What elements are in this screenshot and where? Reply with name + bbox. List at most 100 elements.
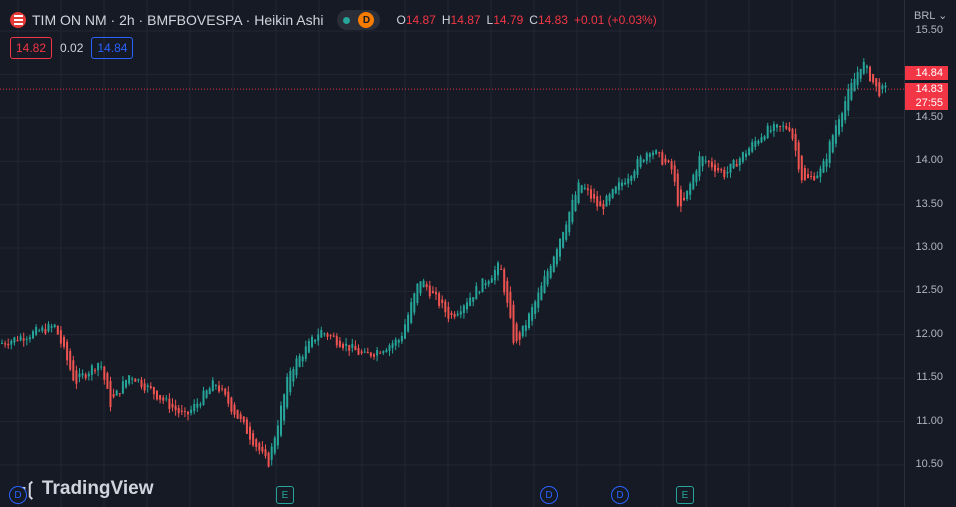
candle-body xyxy=(459,311,462,315)
candle-body xyxy=(856,72,859,86)
ohlc-value: 14.83 xyxy=(537,13,568,27)
candle-body xyxy=(326,333,329,337)
candle-body xyxy=(521,325,524,337)
candle-body xyxy=(816,175,819,179)
candle-body xyxy=(168,398,171,409)
candle-body xyxy=(292,369,295,382)
candle-body xyxy=(828,141,831,163)
earnings-event-marker[interactable]: E xyxy=(276,486,294,504)
candle-body xyxy=(633,171,636,179)
candle-body xyxy=(462,305,465,313)
candle-body xyxy=(187,411,189,415)
candle-body xyxy=(825,159,828,167)
ohlc-key: L xyxy=(486,13,494,27)
price-axis[interactable]: BRL ⌄ 10.50 11.00 11.50 12.00 12.50 13.00 13.5… xyxy=(904,0,956,507)
candle-body xyxy=(853,78,856,92)
candle-body xyxy=(872,73,875,83)
candle-body xyxy=(444,301,447,313)
candle-body xyxy=(630,176,633,181)
ohlc-values: O14.87 H14.87 L14.79 C14.83 xyxy=(396,13,568,27)
chart-area[interactable] xyxy=(0,0,904,507)
dividend-event-marker[interactable]: D xyxy=(540,486,558,504)
candle-body xyxy=(280,405,282,436)
candle-body xyxy=(438,293,441,307)
candle-body xyxy=(63,336,65,347)
candle-body xyxy=(338,340,341,348)
candle-body xyxy=(221,388,224,390)
last-price-tag: 14.83 xyxy=(905,83,948,96)
candle-body xyxy=(25,338,28,340)
currency-selector[interactable]: BRL ⌄ xyxy=(914,9,947,22)
candle-body xyxy=(586,188,589,191)
price-tick-label: 13.50 xyxy=(915,197,943,210)
candle-body xyxy=(100,366,103,368)
candle-body xyxy=(642,159,645,162)
candle-body xyxy=(667,160,670,163)
candle-body xyxy=(332,335,335,337)
candle-body xyxy=(766,125,769,138)
session-badge: D xyxy=(358,12,375,28)
price-tick-label: 11.50 xyxy=(916,371,943,384)
candle-body xyxy=(258,443,261,451)
candle-body xyxy=(4,343,7,345)
candle-body xyxy=(512,304,515,343)
candle-body xyxy=(382,351,385,354)
candle-body xyxy=(683,197,685,201)
earnings-event-marker[interactable]: E xyxy=(676,486,694,504)
candle-body xyxy=(416,283,419,303)
candle-body xyxy=(453,313,456,317)
candle-body xyxy=(686,190,689,200)
bid-price-button[interactable]: 14.82 xyxy=(10,37,53,59)
dividend-event-marker[interactable]: D xyxy=(611,486,629,504)
price-tick-label: 12.50 xyxy=(915,284,943,297)
ohlc-value: 14.87 xyxy=(450,13,481,27)
candle-body xyxy=(218,385,220,392)
candle-body xyxy=(695,170,698,183)
candle-body xyxy=(676,173,679,206)
candle-body xyxy=(726,171,729,174)
candle-body xyxy=(577,182,580,204)
ask-price-button[interactable]: 14.84 xyxy=(91,37,134,59)
candle-body xyxy=(555,249,558,265)
candle-body xyxy=(757,140,760,144)
candle-body xyxy=(199,404,202,406)
candle-body xyxy=(276,425,279,446)
candle-body xyxy=(385,349,388,353)
candle-body xyxy=(723,169,726,178)
candle-body xyxy=(177,407,180,414)
candle-body xyxy=(878,82,881,97)
candle-body xyxy=(47,324,50,332)
candle-body xyxy=(574,195,577,211)
candle-body xyxy=(605,196,608,207)
candle-body xyxy=(227,391,230,404)
candlestick-chart[interactable] xyxy=(0,0,904,507)
candle-body xyxy=(171,403,174,408)
candle-body xyxy=(317,334,320,341)
candle-body xyxy=(379,352,382,354)
candle-body xyxy=(301,356,304,362)
candle-body xyxy=(81,373,84,376)
candle-body xyxy=(807,174,809,178)
candle-body xyxy=(400,335,403,342)
candle-body xyxy=(345,343,348,347)
candle-body xyxy=(869,66,871,82)
candle-body xyxy=(307,341,310,353)
price-change: +0.01 (+0.03%) xyxy=(573,13,657,27)
candle-body xyxy=(469,297,472,306)
candle-body xyxy=(865,65,868,68)
tradingview-watermark[interactable]: ━❲ TradingView xyxy=(14,478,154,500)
candle-body xyxy=(128,375,131,384)
dividend-event-marker[interactable]: D xyxy=(9,486,27,504)
candle-body xyxy=(543,276,546,293)
candle-body xyxy=(769,130,772,132)
symbol-title[interactable]: TIM ON NM · 2h · BMFBOVESPA · Heikin Ash… xyxy=(32,12,324,28)
candle-body xyxy=(506,280,509,303)
candle-body xyxy=(180,410,183,412)
market-status-pill[interactable]: D xyxy=(337,10,381,30)
ohlc-key: H xyxy=(441,13,451,27)
candle-body xyxy=(844,101,847,121)
candle-body xyxy=(698,156,701,177)
candle-body xyxy=(528,313,530,328)
candle-body xyxy=(255,439,258,447)
candle-body xyxy=(32,331,34,339)
